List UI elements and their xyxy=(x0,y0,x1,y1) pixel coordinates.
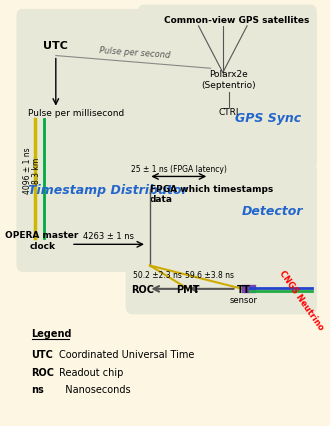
Text: ns: ns xyxy=(32,385,44,394)
FancyBboxPatch shape xyxy=(138,6,317,171)
Text: Common-view GPS satellites: Common-view GPS satellites xyxy=(164,16,309,25)
FancyBboxPatch shape xyxy=(126,162,317,314)
Text: CTRI: CTRI xyxy=(219,108,239,117)
Text: OPERA master
clock: OPERA master clock xyxy=(6,231,79,250)
Text: Nanoseconds: Nanoseconds xyxy=(59,385,130,394)
Text: ROC: ROC xyxy=(32,367,54,377)
Text: Timestamp Distributor: Timestamp Distributor xyxy=(28,183,187,196)
Text: UTC: UTC xyxy=(32,349,53,359)
Text: Pulse per millisecond: Pulse per millisecond xyxy=(28,109,125,118)
Text: UTC: UTC xyxy=(43,41,68,51)
Text: Polarx2e
(Septentrio): Polarx2e (Septentrio) xyxy=(202,70,256,89)
Text: 25 ± 1 ns (FPGA latency): 25 ± 1 ns (FPGA latency) xyxy=(131,165,227,174)
Text: sensor: sensor xyxy=(229,295,257,304)
Text: 4096 ± 1 ns: 4096 ± 1 ns xyxy=(23,147,32,194)
Text: 50.2 ±2.3 ns: 50.2 ±2.3 ns xyxy=(133,270,182,279)
Text: Legend: Legend xyxy=(32,328,72,339)
Text: 4263 ± 1 ns: 4263 ± 1 ns xyxy=(83,231,134,241)
Text: 59.6 ±3.8 ns: 59.6 ±3.8 ns xyxy=(185,270,234,279)
Text: FPGA which timestamps
data: FPGA which timestamps data xyxy=(150,184,273,204)
Text: CNGS Neutrino: CNGS Neutrino xyxy=(278,268,326,331)
Text: Coordinated Universal Time: Coordinated Universal Time xyxy=(59,349,194,359)
FancyBboxPatch shape xyxy=(16,10,241,272)
Text: PMT: PMT xyxy=(176,284,200,294)
Text: TT: TT xyxy=(237,284,250,294)
Text: ROC: ROC xyxy=(131,284,154,294)
Text: GPS Sync: GPS Sync xyxy=(235,111,301,124)
Text: Detector: Detector xyxy=(242,204,304,217)
Text: Pulse per second: Pulse per second xyxy=(99,46,171,60)
Text: 8.3 km: 8.3 km xyxy=(32,158,42,184)
Text: Readout chip: Readout chip xyxy=(59,367,123,377)
